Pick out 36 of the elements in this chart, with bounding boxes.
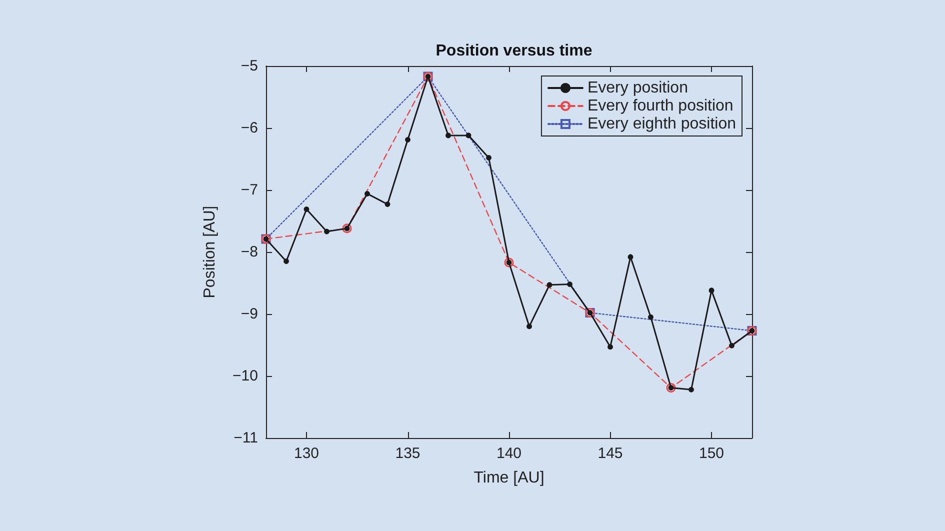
x-tick-label: 150 — [698, 445, 724, 462]
legend-label: Every position — [587, 80, 688, 96]
point — [708, 288, 714, 294]
legend-label: Every eighth position — [587, 116, 736, 132]
x-tick-label: 130 — [294, 445, 320, 462]
y-tick-label: −10 — [232, 368, 258, 384]
y-tick-label: −6 — [240, 120, 258, 136]
point — [324, 228, 330, 234]
x-tick-label: 140 — [496, 445, 522, 462]
point — [446, 132, 451, 138]
point — [628, 254, 634, 260]
point — [648, 314, 654, 320]
y-tick-label: −9 — [240, 306, 258, 322]
point — [284, 258, 289, 264]
point — [546, 282, 552, 288]
x-tick-label: 145 — [598, 445, 623, 462]
legend-label: Every fourth position — [587, 98, 734, 114]
point — [486, 155, 492, 161]
x-tick-label: 135 — [395, 445, 420, 462]
y-tick-label: −11 — [234, 430, 258, 446]
y-tick-label: −8 — [240, 244, 258, 260]
x-axis-title: Time [AU] — [474, 470, 544, 486]
point — [466, 132, 472, 138]
point — [364, 190, 370, 196]
point — [729, 342, 734, 348]
point — [405, 137, 410, 143]
point — [304, 206, 310, 212]
point — [567, 281, 572, 287]
point — [608, 344, 613, 350]
y-tick-label: −5 — [240, 58, 258, 74]
y-axis-title: Position [AU] — [202, 206, 218, 298]
point — [384, 202, 390, 208]
point — [526, 324, 532, 330]
point — [688, 386, 694, 392]
chart-title: Position versus time — [436, 42, 592, 60]
y-tick-label: −7 — [240, 182, 258, 198]
